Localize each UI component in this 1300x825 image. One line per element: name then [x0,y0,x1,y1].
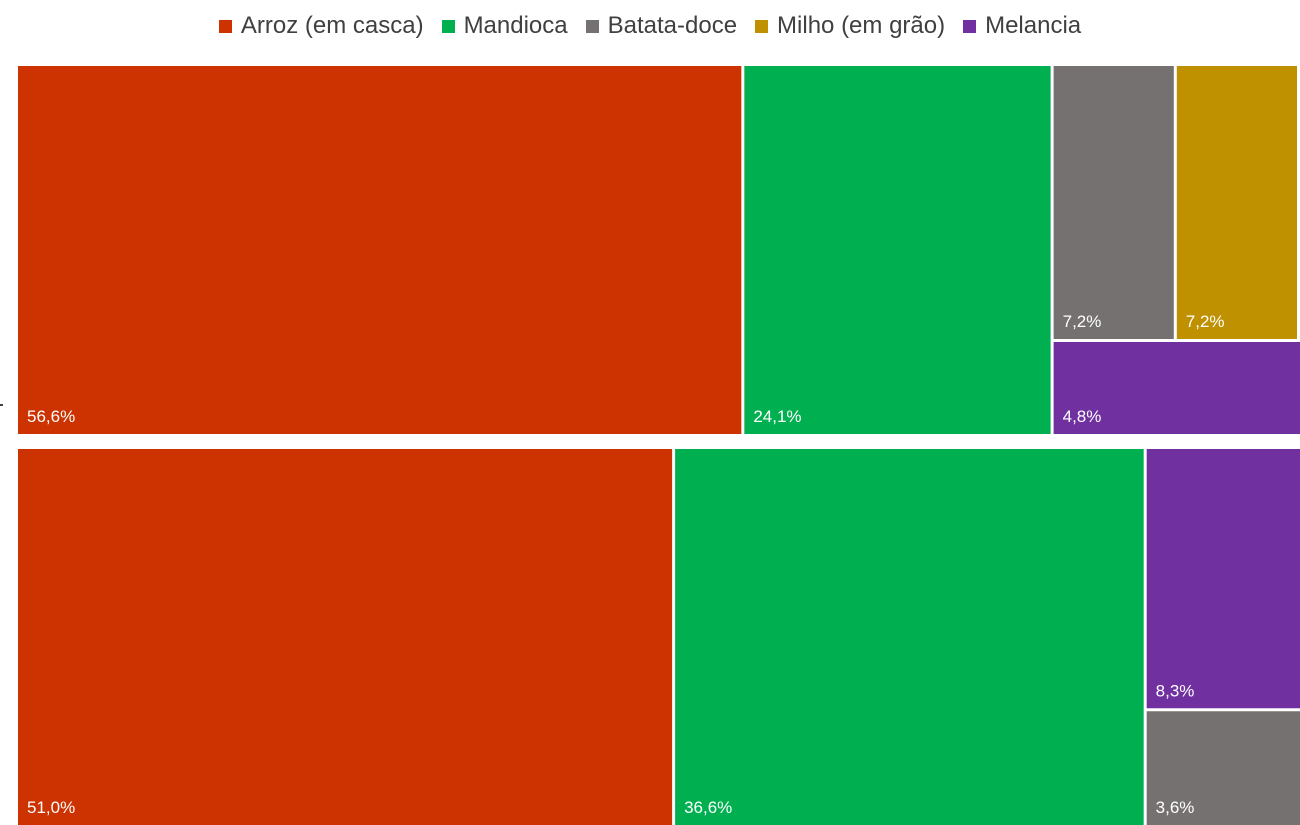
treemap-tile-arroz-em-casca[interactable]: 51,0% [18,449,673,825]
legend-swatch [755,19,769,33]
treemap-tile-mandioca[interactable]: 36,6% [675,449,1144,825]
legend-label: Melancia [985,12,1082,39]
legend-item-arroz-em-casca[interactable]: Arroz (em casca) [218,12,424,40]
treemap-rect [1053,342,1300,434]
treemap-rect [1146,711,1300,825]
legend-label: Arroz (em casca) [240,12,424,39]
data-label: 51,0% [27,798,75,817]
axis-tick-mark [0,404,3,406]
legend-swatch [218,19,232,33]
data-label: 56,6% [27,407,75,426]
treemap-rect [18,66,742,434]
treemap-tile-batata-doce[interactable]: 7,2% [1053,66,1174,339]
legend-swatch [441,19,455,33]
data-label: 8,3% [1156,681,1195,700]
chart-legend: Arroz (em casca) Mandioca Batata-doce Milho… [0,0,1300,52]
treemap-tile-melancia[interactable]: 8,3% [1146,449,1300,709]
legend-swatch [963,19,977,33]
data-label: 7,2% [1063,312,1102,331]
legend-swatch [585,19,599,33]
treemap-rect [18,449,673,825]
treemap-rect [1053,66,1174,339]
treemap-rect [675,449,1144,825]
data-label: 4,8% [1063,407,1102,426]
legend-item-mandioca[interactable]: Mandioca [441,12,568,40]
treemap-tile-melancia[interactable]: 4,8% [1053,342,1300,434]
treemap-tile-milho-em-grao[interactable]: 7,2% [1176,66,1297,339]
data-label: 7,2% [1186,312,1225,331]
legend-item-melancia[interactable]: Melancia [963,12,1081,40]
data-label: 24,1% [753,407,801,426]
data-label: 3,6% [1156,798,1195,817]
legend-label: Milho (em grão) [777,12,946,39]
treemap-tile-arroz-em-casca[interactable]: 56,6% [18,66,742,434]
treemap-rect [1176,66,1297,339]
treemap-rect [744,66,1051,434]
treemap-tile-mandioca[interactable]: 24,1% [744,66,1051,434]
treemap-rect [1146,449,1300,709]
data-label: 36,6% [684,798,732,817]
legend-label: Mandioca [463,12,568,39]
legend-label: Batata-doce [607,12,738,39]
legend-item-batata-doce[interactable]: Batata-doce [585,12,738,40]
legend-item-milho-em-grao[interactable]: Milho (em grão) [755,12,945,40]
treemap-tile-batata-doce[interactable]: 3,6% [1146,711,1300,825]
